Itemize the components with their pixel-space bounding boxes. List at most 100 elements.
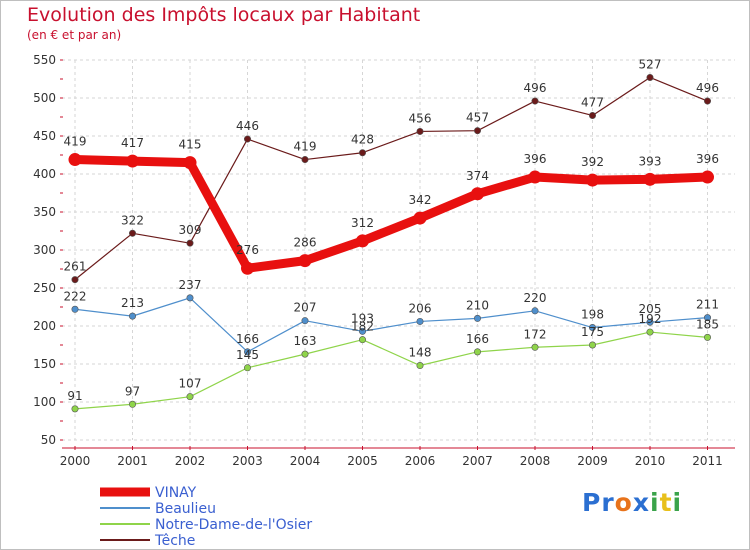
data-point [298,254,312,268]
data-label: 419 [64,135,87,149]
data-label: 207 [294,301,317,315]
data-label: 163 [294,334,317,348]
data-point [129,229,137,237]
data-point [703,97,711,105]
data-point [643,172,657,186]
x-tick-label: 2010 [635,454,666,468]
x-tick-label: 2005 [347,454,378,468]
y-tick-label: 50 [41,433,56,447]
data-point [301,350,309,358]
data-point [531,307,539,315]
data-label: 374 [466,169,489,183]
x-tick-label: 2009 [577,454,608,468]
chart-title: Evolution des Impôts locaux par Habitant [27,4,421,26]
data-label: 457 [466,111,489,125]
data-label: 97 [125,384,140,398]
data-point [588,341,596,349]
data-label: 419 [294,140,317,154]
chart-subtitle: (en € et par an) [27,28,122,42]
y-tick-label: 400 [33,167,56,181]
data-label: 322 [121,213,144,227]
data-label: 496 [524,81,547,95]
data-label: 185 [696,317,719,331]
x-tick-label: 2003 [232,454,263,468]
data-label: 148 [409,346,432,360]
y-tick-label: 300 [33,243,56,257]
data-label: 193 [351,311,374,325]
data-label: 309 [179,223,202,237]
y-tick-label: 200 [33,319,56,333]
logo-letter: r [601,488,615,517]
data-label: 211 [696,298,719,312]
data-label: 205 [639,302,662,316]
data-point [244,364,252,372]
data-label: 172 [524,327,547,341]
data-point [528,170,542,184]
data-label: 210 [466,298,489,312]
data-point [416,362,424,370]
series-layer [68,73,714,413]
data-label: 192 [639,312,662,326]
data-label: 107 [179,377,202,391]
data-point [186,239,194,247]
data-point [646,318,654,326]
data-label: 222 [64,289,87,303]
data-point [71,405,79,413]
data-point [473,348,481,356]
data-label: 198 [581,308,604,322]
y-tick-label: 500 [33,91,56,105]
data-point [126,154,139,168]
data-label: 237 [179,278,202,292]
logo-letter: P [582,488,602,517]
y-tick-label: 350 [33,205,56,219]
data-point [531,97,539,105]
data-label: 392 [581,155,604,169]
data-label: 261 [64,260,87,274]
data-point [531,343,539,351]
y-tick-label: 100 [33,395,56,409]
data-point [413,211,427,225]
data-label: 145 [236,348,259,362]
grid-lines [62,59,735,441]
logo-letter: o [614,488,633,517]
data-point [186,393,194,401]
data-label: 396 [524,152,547,166]
y-tick-label: 250 [33,281,56,295]
data-label: 496 [696,81,719,95]
data-label: 206 [409,301,432,315]
data-point [244,135,252,143]
data-label: 393 [639,154,662,168]
logo-letter: i [672,488,683,517]
data-point [129,400,137,408]
data-point [358,327,366,335]
x-tick-label: 2000 [60,454,91,468]
data-labels: 419 417 415 276 286 312 342 374 396 392 393 396 222 2… [64,57,719,402]
data-point [703,333,711,341]
data-point [586,173,599,187]
data-label: 477 [581,95,604,109]
data-label: 166 [236,332,259,346]
data-point [588,324,596,332]
data-label: 312 [351,216,374,230]
data-label: 182 [351,320,374,334]
y-tick-label: 150 [33,357,56,371]
data-label: 446 [236,119,259,133]
data-point [416,127,424,135]
y-tick-label: 550 [33,53,56,67]
proxiti-logo: Proxiti [582,488,682,517]
series-line-VINAY [70,155,712,273]
data-label: 286 [294,236,317,250]
y-tick-label: 450 [33,129,56,143]
data-point [301,156,309,164]
series-line-Beaulieu [74,297,709,353]
data-point [71,276,79,284]
data-label: 91 [67,389,82,403]
data-point [358,149,366,157]
x-tick-label: 2001 [117,454,148,468]
data-point [356,234,369,248]
legend-label: Notre-Dame-de-l'Osier [155,517,312,533]
data-point [701,170,714,184]
legend-label: VINAY [155,485,197,501]
